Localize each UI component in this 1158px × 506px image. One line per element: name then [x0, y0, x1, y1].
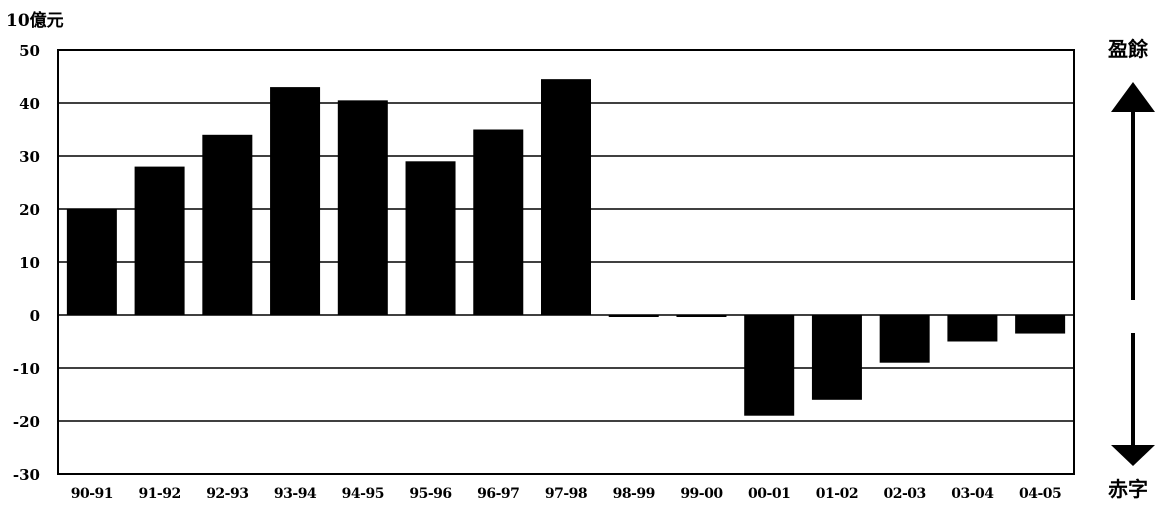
bar	[270, 87, 321, 315]
x-tick-label: 97-98	[545, 486, 587, 502]
x-tick-label: 99-00	[680, 486, 723, 502]
y-tick-label: 10	[19, 254, 40, 272]
y-tick-label: 40	[19, 95, 40, 113]
y-axis-ticks: 50 40 30 20 10 0 -10 -20 -30	[13, 42, 40, 484]
bar	[744, 315, 795, 416]
bar	[473, 129, 524, 315]
bar	[541, 79, 591, 316]
x-tick-label: 94-95	[342, 486, 384, 502]
deficit-label: 赤字	[1108, 477, 1148, 501]
x-tick-label: 95-96	[409, 486, 451, 502]
bars	[66, 79, 1066, 416]
y-unit-label: 10億元	[6, 10, 64, 31]
bar	[811, 315, 862, 400]
down-arrow-icon	[1111, 333, 1155, 466]
bar	[202, 134, 253, 315]
bar	[337, 100, 388, 315]
x-tick-label: 00-01	[748, 486, 790, 502]
bar	[405, 161, 456, 315]
up-arrow-icon	[1111, 82, 1155, 300]
bar	[947, 315, 998, 342]
x-tick-label: 93-94	[274, 486, 317, 502]
x-tick-label: 01-02	[816, 486, 858, 502]
y-tick-label: 30	[19, 148, 40, 166]
bar	[879, 315, 930, 363]
bar	[66, 209, 117, 315]
x-tick-label: 90-91	[71, 486, 113, 502]
x-tick-label: 92-93	[206, 486, 248, 502]
surplus-label: 盈餘	[1107, 37, 1149, 61]
y-tick-label: -10	[13, 360, 40, 378]
x-tick-label: 96-97	[477, 486, 519, 502]
y-tick-label: 0	[30, 307, 40, 325]
x-tick-label: 98-99	[613, 486, 655, 502]
bar	[676, 315, 727, 317]
plot-frame	[57, 49, 1075, 475]
x-axis-ticks: 90-91 91-92 92-93 93-94 94-95 95-96 96-97 97-98…	[71, 486, 1062, 502]
y-tick-label: 20	[19, 201, 40, 219]
bar	[134, 166, 185, 315]
y-tick-label: 50	[19, 42, 40, 60]
x-tick-label: 04-05	[1019, 486, 1061, 502]
x-tick-label: 02-03	[884, 486, 926, 502]
x-tick-label: 91-92	[138, 486, 180, 502]
y-tick-label: -20	[13, 413, 40, 431]
bar	[1015, 315, 1066, 334]
bar	[608, 315, 659, 317]
x-tick-label: 03-04	[951, 486, 994, 502]
y-tick-label: -30	[13, 466, 40, 484]
